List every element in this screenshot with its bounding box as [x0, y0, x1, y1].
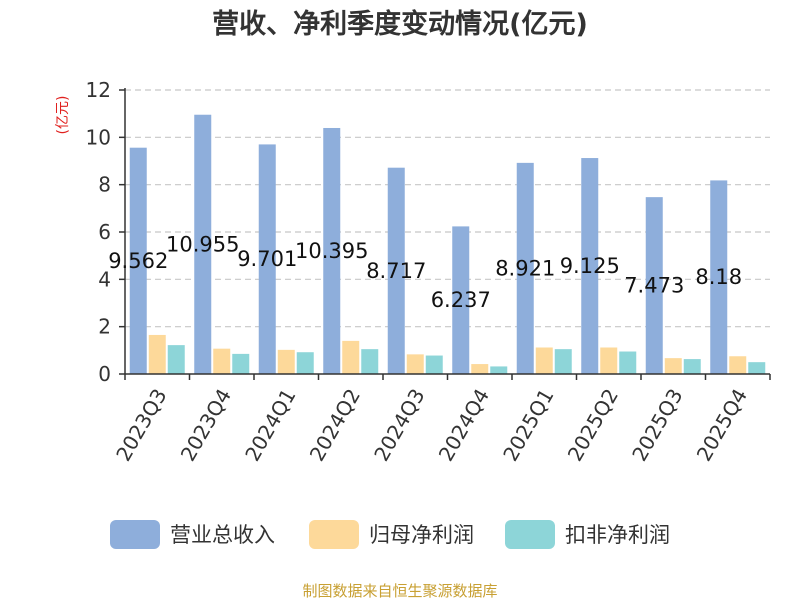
y-tick-label: 10: [86, 125, 111, 149]
data-label: 9.125: [560, 254, 620, 278]
bar: [516, 162, 534, 374]
data-label: 8.717: [366, 259, 426, 283]
y-tick-label: 6: [98, 220, 111, 244]
bar: [194, 114, 212, 375]
x-tick-label: 2023Q3: [111, 385, 171, 466]
bars: [129, 114, 766, 375]
y-tick-label: 12: [86, 78, 111, 102]
x-tick-label: 2024Q4: [434, 385, 494, 466]
y-tick-label: 4: [98, 267, 111, 291]
x-tick-label: 2025Q2: [563, 385, 623, 466]
y-tick-label: 8: [98, 173, 111, 197]
x-tick-label: 2025Q1: [498, 385, 558, 466]
legend-label: 扣非净利润: [565, 523, 670, 547]
bar: [471, 364, 489, 374]
data-label: 9.562: [108, 249, 168, 273]
bar: [258, 144, 276, 374]
bar: [323, 127, 341, 374]
bar: [361, 349, 379, 374]
bar: [710, 180, 728, 374]
legend-label: 营业总收入: [170, 523, 275, 547]
bar: [425, 355, 443, 374]
data-label: 8.921: [495, 256, 555, 280]
bar: [729, 356, 747, 374]
bar: [342, 340, 360, 374]
bar: [387, 167, 405, 374]
data-label: 10.395: [295, 239, 368, 263]
bar: [683, 359, 701, 374]
bar: [213, 348, 231, 374]
data-label: 6.237: [431, 288, 491, 312]
legend: 营业总收入 归母净利润 扣非净利润: [110, 520, 670, 549]
bar: [232, 353, 250, 374]
bar: [452, 226, 470, 374]
x-tick-label: 2024Q3: [369, 385, 429, 466]
bar: [748, 362, 766, 374]
source-note: 制图数据来自恒生聚源数据库: [302, 582, 497, 600]
bar: [645, 197, 663, 374]
bar: [167, 345, 185, 374]
bar: [554, 349, 572, 374]
bar: [619, 351, 637, 374]
x-tick-label: 2024Q2: [305, 385, 365, 466]
legend-item[interactable]: 营业总收入: [110, 520, 275, 549]
bar: [296, 352, 314, 374]
legend-item[interactable]: 归母净利润: [309, 520, 474, 549]
bar: [581, 158, 599, 374]
x-tick-label: 2025Q4: [692, 385, 752, 466]
y-tick-label: 0: [98, 362, 111, 386]
bar: [148, 334, 166, 374]
bar: [600, 347, 618, 374]
legend-swatch: [110, 520, 160, 549]
grid: [125, 89, 770, 328]
bar: [406, 354, 424, 374]
bar: [535, 347, 553, 374]
x-tick-label: 2023Q4: [176, 385, 236, 466]
legend-swatch: [505, 520, 555, 549]
legend-swatch: [309, 520, 359, 549]
bar: [129, 147, 147, 374]
legend-item[interactable]: 扣非净利润: [505, 520, 670, 549]
x-tick-label: 2025Q3: [627, 385, 687, 466]
bar: [277, 349, 295, 374]
y-tick-label: 2: [98, 315, 111, 339]
data-label: 10.955: [166, 232, 239, 256]
bar: [664, 358, 682, 374]
data-label: 7.473: [624, 274, 684, 298]
bar: [490, 366, 508, 374]
chart-title: 营收、净利季度变动情况(亿元): [212, 8, 588, 40]
data-label: 8.18: [695, 265, 742, 289]
data-label: 9.701: [237, 247, 297, 271]
x-tick-label: 2024Q1: [240, 385, 300, 466]
legend-label: 归母净利润: [369, 523, 474, 547]
y-axis-label: (亿元): [55, 96, 71, 135]
